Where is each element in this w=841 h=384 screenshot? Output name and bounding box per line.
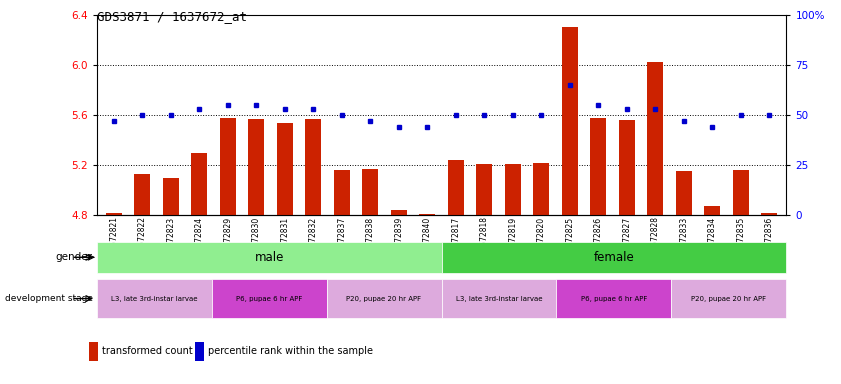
Bar bbox=[505, 164, 521, 215]
Text: P20, pupae 20 hr APF: P20, pupae 20 hr APF bbox=[691, 296, 766, 301]
Bar bbox=[277, 122, 293, 215]
Text: GDS3871 / 1637672_at: GDS3871 / 1637672_at bbox=[97, 10, 246, 23]
Bar bbox=[761, 212, 777, 215]
Bar bbox=[442, 279, 557, 318]
Bar bbox=[442, 242, 786, 273]
Text: development stage: development stage bbox=[4, 294, 93, 303]
Bar bbox=[334, 170, 350, 215]
Text: percentile rank within the sample: percentile rank within the sample bbox=[208, 346, 373, 356]
Text: transformed count: transformed count bbox=[102, 346, 193, 356]
Bar bbox=[619, 120, 635, 215]
Bar bbox=[448, 160, 463, 215]
Bar bbox=[676, 171, 691, 215]
Bar bbox=[477, 164, 492, 215]
Text: gender: gender bbox=[56, 252, 93, 262]
Text: L3, late 3rd-instar larvae: L3, late 3rd-instar larvae bbox=[111, 296, 198, 301]
Bar bbox=[89, 342, 98, 361]
Text: P6, pupae 6 hr APF: P6, pupae 6 hr APF bbox=[236, 296, 302, 301]
Bar bbox=[163, 177, 178, 215]
Bar bbox=[97, 279, 212, 318]
Text: P6, pupae 6 hr APF: P6, pupae 6 hr APF bbox=[581, 296, 647, 301]
Text: L3, late 3rd-instar larvae: L3, late 3rd-instar larvae bbox=[456, 296, 542, 301]
Bar bbox=[562, 26, 578, 215]
Bar bbox=[590, 118, 606, 215]
Bar bbox=[212, 279, 326, 318]
Bar bbox=[648, 61, 663, 215]
Bar bbox=[135, 174, 151, 215]
Bar bbox=[248, 119, 264, 215]
Bar bbox=[97, 242, 442, 273]
Bar bbox=[557, 279, 671, 318]
Bar bbox=[106, 212, 122, 215]
Bar bbox=[705, 206, 720, 215]
Bar bbox=[220, 118, 235, 215]
Bar bbox=[733, 170, 748, 215]
Bar bbox=[192, 152, 207, 215]
Bar bbox=[671, 279, 786, 318]
Bar bbox=[391, 210, 406, 215]
Bar bbox=[420, 214, 435, 215]
Text: female: female bbox=[594, 251, 634, 264]
Bar bbox=[195, 342, 204, 361]
Bar bbox=[305, 119, 321, 215]
Bar bbox=[533, 162, 549, 215]
Text: male: male bbox=[255, 251, 283, 264]
Bar bbox=[362, 169, 378, 215]
Text: P20, pupae 20 hr APF: P20, pupae 20 hr APF bbox=[346, 296, 421, 301]
Bar bbox=[326, 279, 442, 318]
